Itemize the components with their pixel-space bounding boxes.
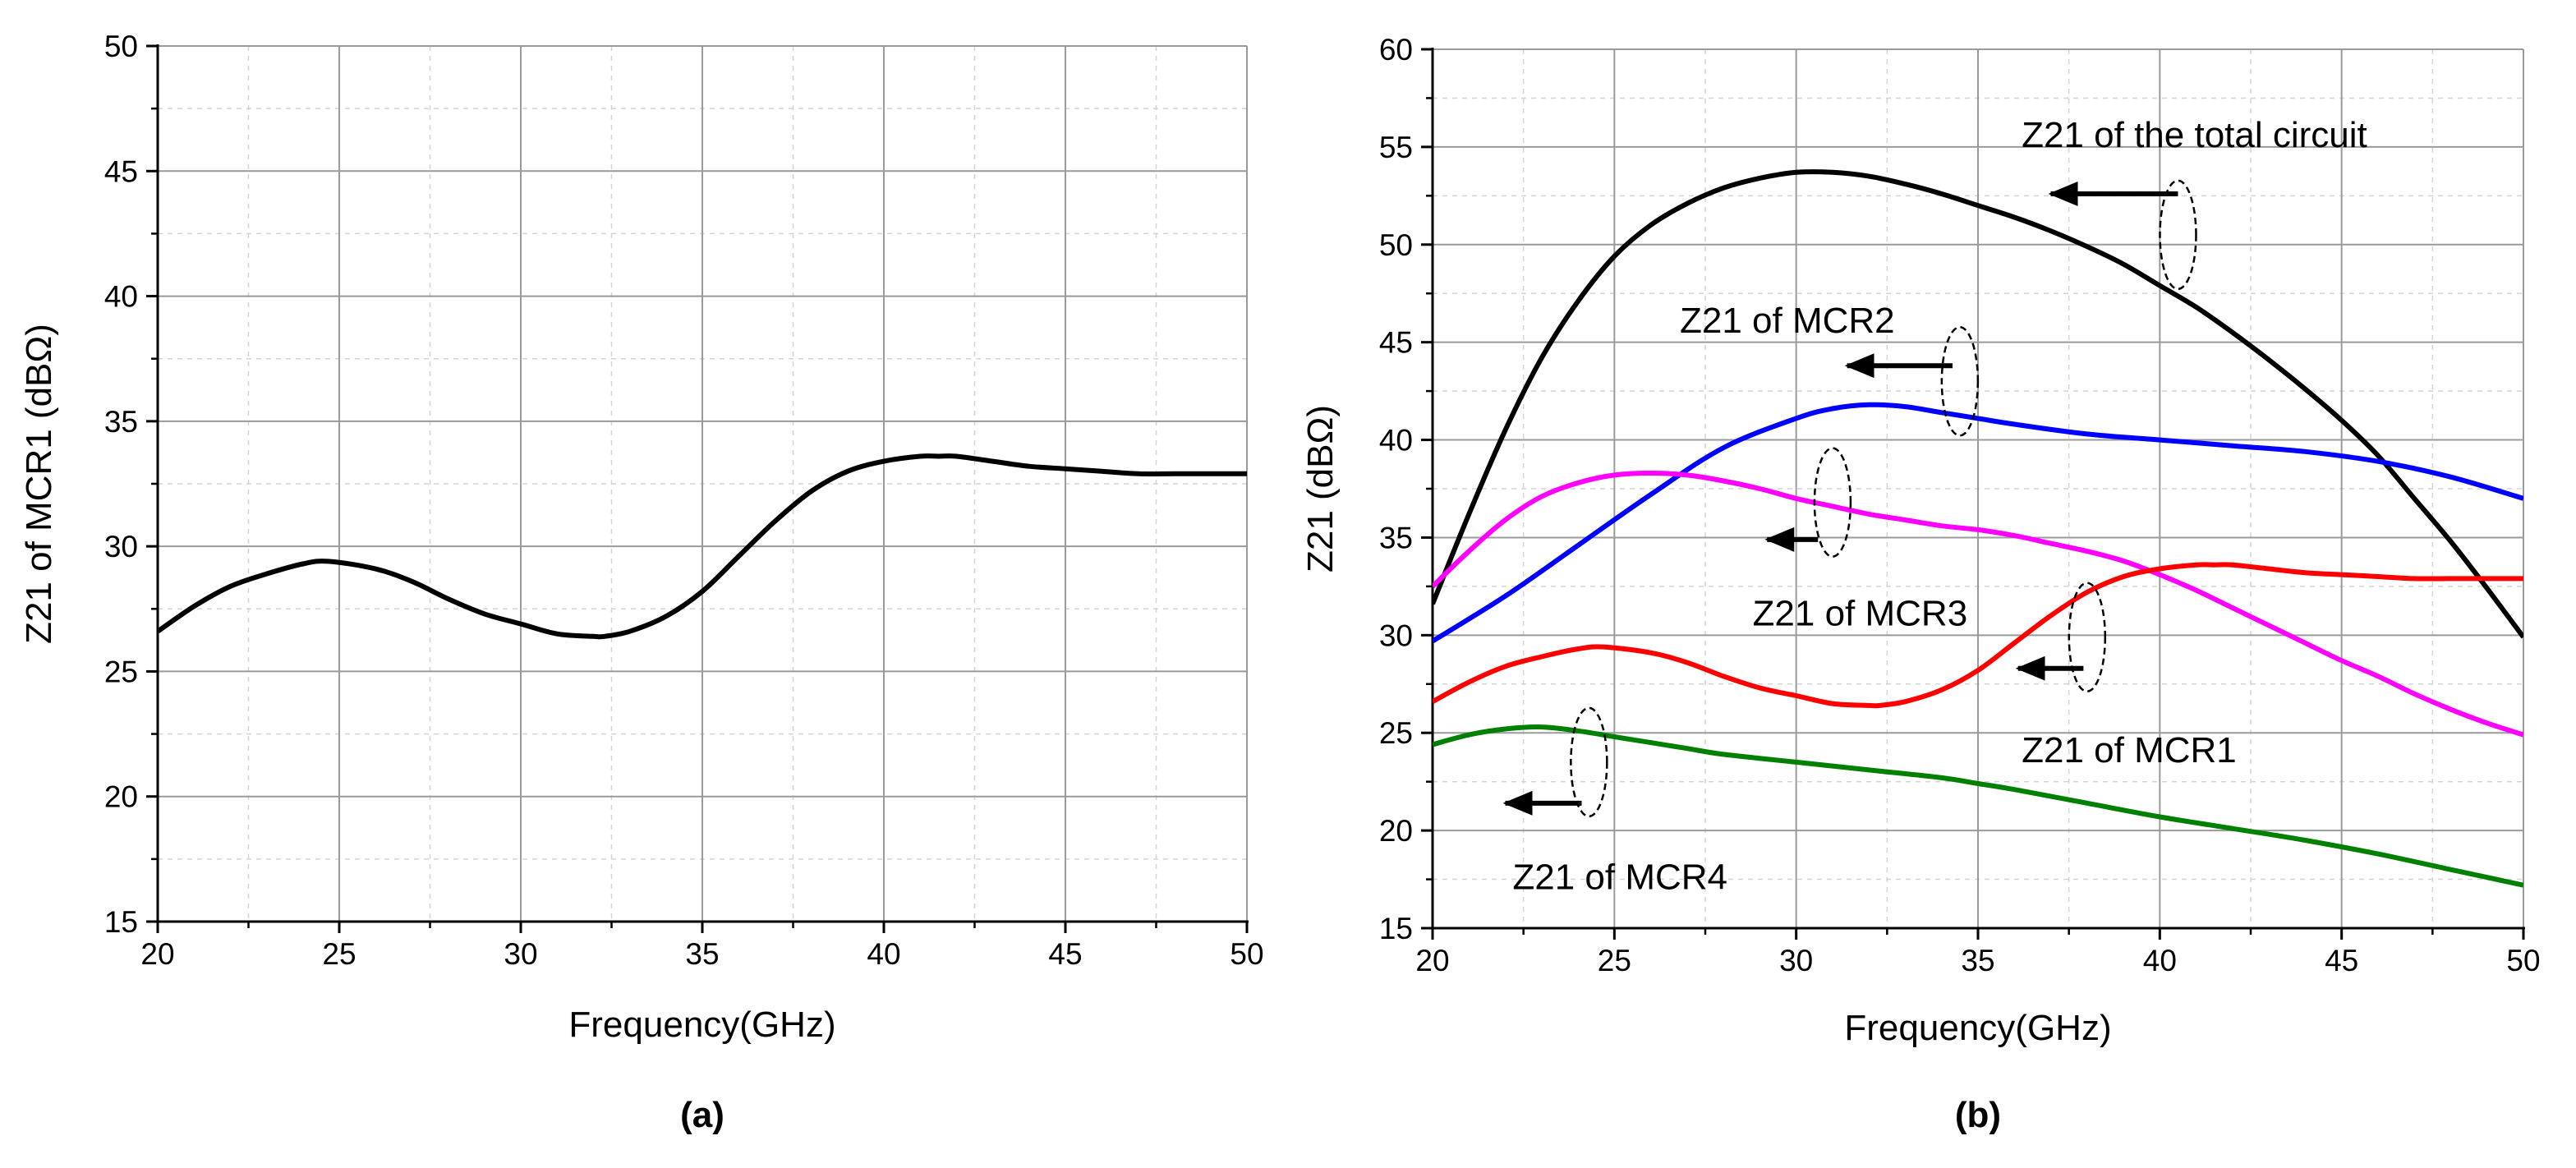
annotation-label-z21-of-the-total-circuit: Z21 of the total circuit (2022, 115, 2367, 155)
y-tick-label: 15 (104, 905, 138, 939)
y-tick-label: 25 (1379, 716, 1413, 750)
series-line-z21-of-the-total-circuit (1433, 169, 2523, 639)
x-tick-label: 20 (1415, 944, 1449, 977)
y-tick-label: 60 (1379, 33, 1413, 67)
x-tick-label: 30 (1779, 944, 1813, 977)
y-tick-label: 20 (1379, 814, 1413, 848)
y-tick-label: 35 (104, 405, 138, 439)
x-tick-label: 35 (685, 937, 719, 971)
annotation-ellipse-z21-of-mcr1 (2068, 582, 2107, 692)
annotation-ellipse-z21-of-mcr2 (1940, 325, 1980, 437)
x-tick-label: 40 (867, 937, 900, 971)
series-line-z21-of-mcr3 (1433, 471, 2523, 738)
y-tick-label: 20 (104, 780, 138, 814)
y-axis-title: Z21 (dBΩ) (1300, 405, 1341, 573)
y-tick-label: 45 (104, 154, 138, 188)
y-tick-label: 50 (104, 30, 138, 63)
panel-label: (a) (680, 1095, 724, 1135)
x-tick-label: 50 (2506, 944, 2540, 977)
panel-label: (b) (1955, 1095, 2001, 1135)
y-tick-label: 30 (1379, 618, 1413, 652)
series-line-z21-of-mcr4 (1433, 724, 2523, 888)
x-tick-label: 50 (1230, 937, 1263, 971)
panel-a: 20 25 30 35 40 45 501520253035404550Frequency(… (19, 30, 1264, 1135)
series-line-z21-of-mcr2 (1433, 402, 2523, 644)
x-tick-label: 25 (1598, 944, 1631, 977)
x-tick-label: 45 (1048, 937, 1082, 971)
y-axis-title: Z21 of MCR1 (dBΩ) (19, 324, 59, 644)
x-tick-label: 20 (140, 937, 174, 971)
annotation-label-z21-of-mcr2: Z21 of MCR2 (1680, 301, 1895, 341)
y-tick-label: 15 (1379, 912, 1413, 945)
series-line-z21-of-mcr1 (1433, 562, 2523, 709)
series-line-z21-of-mcr1 (158, 453, 1247, 640)
x-axis-title: Frequency(GHz) (568, 1005, 835, 1045)
y-tick-label: 40 (1379, 424, 1413, 458)
y-tick-label: 50 (1379, 228, 1413, 262)
y-tick-label: 35 (1379, 521, 1413, 554)
annotation-label-z21-of-mcr4: Z21 of MCR4 (1512, 857, 1727, 897)
y-tick-label: 55 (1379, 131, 1413, 164)
panel-b: 20 25 30 35 40 45 5015202530354045505560Freque… (1300, 33, 2541, 1135)
x-tick-label: 45 (2325, 944, 2358, 977)
x-tick-label: 40 (2143, 944, 2177, 977)
annotation-ellipse-z21-of-mcr3 (1813, 447, 1852, 558)
y-tick-label: 25 (104, 655, 138, 688)
x-axis-title: Frequency(GHz) (1844, 1008, 2111, 1048)
annotation-label-z21-of-mcr1: Z21 of MCR1 (2022, 730, 2237, 770)
x-tick-label: 30 (504, 937, 537, 971)
y-tick-label: 45 (1379, 326, 1413, 360)
x-tick-label: 35 (1961, 944, 1994, 977)
y-tick-label: 40 (104, 280, 138, 314)
x-tick-label: 25 (322, 937, 356, 971)
annotation-ellipse-z21-of-mcr4 (1570, 706, 1608, 818)
annotation-label-z21-of-mcr3: Z21 of MCR3 (1753, 593, 1968, 633)
annotation-ellipse-z21-of-the-total-circuit (2159, 179, 2197, 291)
y-tick-label: 30 (104, 530, 138, 563)
